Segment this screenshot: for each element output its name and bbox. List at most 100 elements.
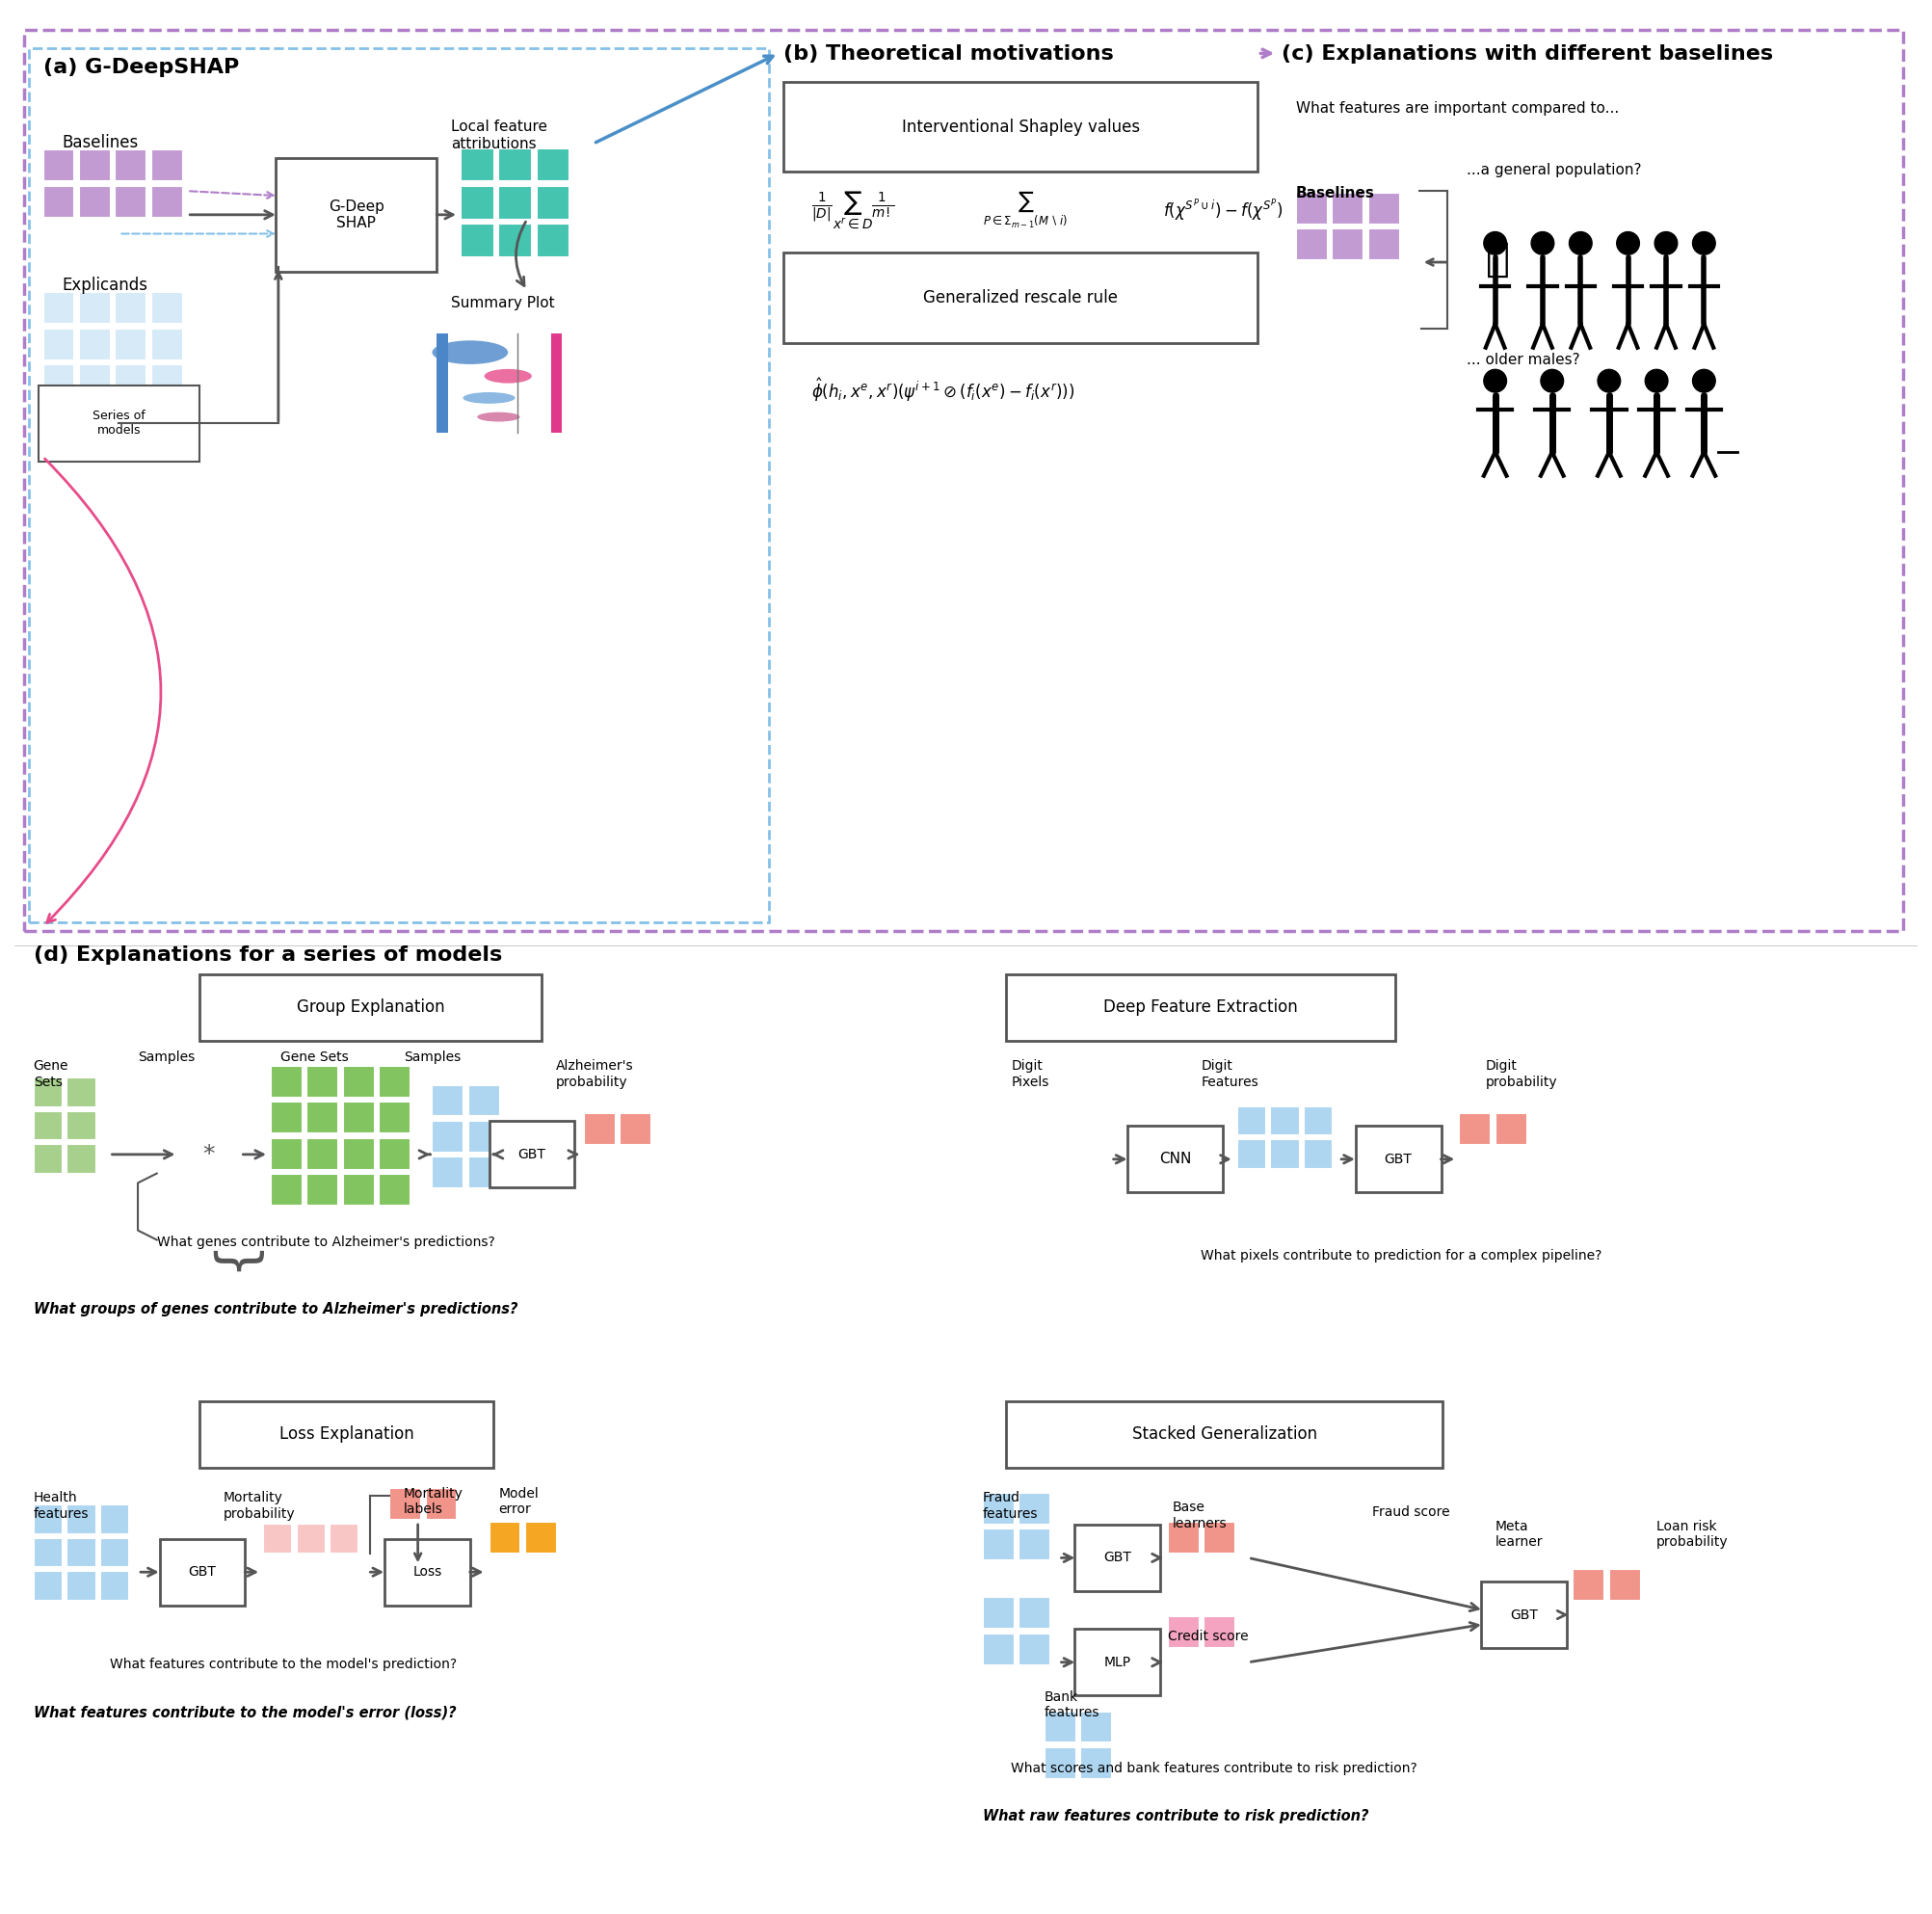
Text: Group Explanation: Group Explanation: [296, 999, 444, 1016]
Text: GBT: GBT: [518, 1148, 545, 1162]
Text: Samples: Samples: [404, 1051, 460, 1064]
Circle shape: [1532, 232, 1553, 255]
Bar: [1304, 1139, 1333, 1169]
Bar: [79, 327, 110, 360]
Bar: [307, 1173, 338, 1206]
Bar: [1204, 1615, 1235, 1648]
Bar: [151, 364, 184, 396]
Circle shape: [1569, 232, 1592, 255]
Bar: [1368, 193, 1399, 224]
Bar: [498, 147, 531, 182]
Text: GBT: GBT: [189, 1566, 216, 1579]
Bar: [537, 147, 570, 182]
Bar: [1609, 1569, 1640, 1600]
Bar: [151, 327, 184, 360]
Bar: [43, 364, 75, 396]
Bar: [1018, 1493, 1051, 1525]
Text: GBT: GBT: [1103, 1550, 1132, 1564]
Circle shape: [1484, 369, 1507, 392]
Text: Summary Plot: Summary Plot: [450, 295, 554, 310]
Bar: [379, 1102, 412, 1133]
Bar: [116, 327, 147, 360]
Text: Loan risk
probability: Loan risk probability: [1656, 1520, 1729, 1548]
Bar: [116, 149, 147, 182]
Bar: [1236, 1106, 1265, 1135]
FancyBboxPatch shape: [1007, 974, 1395, 1041]
Bar: [33, 1110, 62, 1141]
Bar: [460, 147, 495, 182]
Bar: [68, 1078, 97, 1106]
Text: What scores and bank features contribute to risk prediction?: What scores and bank features contribute…: [1010, 1763, 1418, 1776]
Bar: [342, 1173, 375, 1206]
Bar: [1296, 228, 1327, 260]
Bar: [79, 149, 110, 182]
Text: What features contribute to the model's error (loss)?: What features contribute to the model's …: [33, 1705, 456, 1719]
Bar: [1018, 1529, 1051, 1560]
Bar: [433, 1122, 464, 1152]
Bar: [68, 1110, 97, 1141]
Text: Digit
Features: Digit Features: [1202, 1060, 1258, 1089]
Bar: [270, 1102, 303, 1133]
Text: Credit score: Credit score: [1167, 1629, 1248, 1644]
Text: *: *: [203, 1143, 214, 1166]
Bar: [379, 1139, 412, 1169]
Text: Gene
Sets: Gene Sets: [33, 1060, 70, 1089]
Circle shape: [1617, 232, 1640, 255]
Bar: [79, 293, 110, 323]
Bar: [263, 1524, 292, 1552]
Bar: [390, 1487, 421, 1520]
Bar: [983, 1633, 1014, 1665]
Text: GBT: GBT: [1509, 1608, 1538, 1621]
Bar: [1296, 193, 1327, 224]
Text: Local feature
attributions: Local feature attributions: [450, 121, 547, 151]
Circle shape: [1692, 369, 1716, 392]
Text: $f(\chi^{S^P \cup i}) - f(\chi^{S^P})$: $f(\chi^{S^P \cup i}) - f(\chi^{S^P})$: [1163, 197, 1283, 224]
Text: What features are important compared to...: What features are important compared to.…: [1296, 101, 1619, 115]
Text: G-Deep
SHAP: G-Deep SHAP: [328, 199, 384, 230]
Text: Baselines: Baselines: [62, 134, 139, 151]
FancyBboxPatch shape: [1007, 1401, 1443, 1468]
Bar: [537, 186, 570, 220]
Bar: [43, 327, 75, 360]
Text: Explicands: Explicands: [62, 276, 147, 293]
Text: (b) Theoretical motivations: (b) Theoretical motivations: [782, 44, 1113, 63]
Bar: [330, 1524, 359, 1552]
Bar: [460, 224, 495, 258]
Text: $\sum_{P \in \Sigma_{m-1}(M \setminus i)}$: $\sum_{P \in \Sigma_{m-1}(M \setminus i)…: [983, 189, 1066, 230]
Bar: [43, 293, 75, 323]
Ellipse shape: [477, 412, 520, 421]
Bar: [1080, 1711, 1113, 1744]
FancyBboxPatch shape: [1356, 1125, 1441, 1192]
Bar: [307, 1139, 338, 1169]
Bar: [983, 1529, 1014, 1560]
Bar: [151, 149, 184, 182]
Text: $\frac{1}{|D|}\sum_{x^r \in D}\frac{1}{m!}$: $\frac{1}{|D|}\sum_{x^r \in D}\frac{1}{m…: [811, 189, 895, 232]
Bar: [270, 1066, 303, 1097]
Ellipse shape: [433, 341, 508, 364]
Bar: [1167, 1522, 1200, 1552]
Bar: [1080, 1747, 1113, 1778]
Bar: [489, 1522, 522, 1552]
Text: Loss Explanation: Loss Explanation: [280, 1426, 413, 1443]
Text: Loss: Loss: [413, 1566, 442, 1579]
Text: What raw features contribute to risk prediction?: What raw features contribute to risk pre…: [983, 1809, 1368, 1824]
Text: Baselines: Baselines: [1296, 186, 1376, 201]
FancyBboxPatch shape: [199, 974, 541, 1041]
Text: Deep Feature Extraction: Deep Feature Extraction: [1103, 999, 1298, 1016]
Text: Model
error: Model error: [498, 1487, 539, 1516]
Bar: [68, 1145, 97, 1173]
Bar: [151, 186, 184, 218]
Text: Health
features: Health features: [33, 1491, 89, 1520]
Bar: [537, 224, 570, 258]
Bar: [270, 1173, 303, 1206]
Text: Series of
models: Series of models: [93, 410, 145, 436]
Bar: [1269, 1106, 1300, 1135]
FancyBboxPatch shape: [276, 157, 437, 272]
Text: What pixels contribute to prediction for a complex pipeline?: What pixels contribute to prediction for…: [1202, 1250, 1602, 1263]
Text: }: }: [205, 1250, 257, 1282]
FancyBboxPatch shape: [384, 1539, 469, 1606]
Bar: [307, 1102, 338, 1133]
Bar: [33, 1571, 62, 1600]
Bar: [1304, 1106, 1333, 1135]
FancyBboxPatch shape: [1482, 1581, 1567, 1648]
